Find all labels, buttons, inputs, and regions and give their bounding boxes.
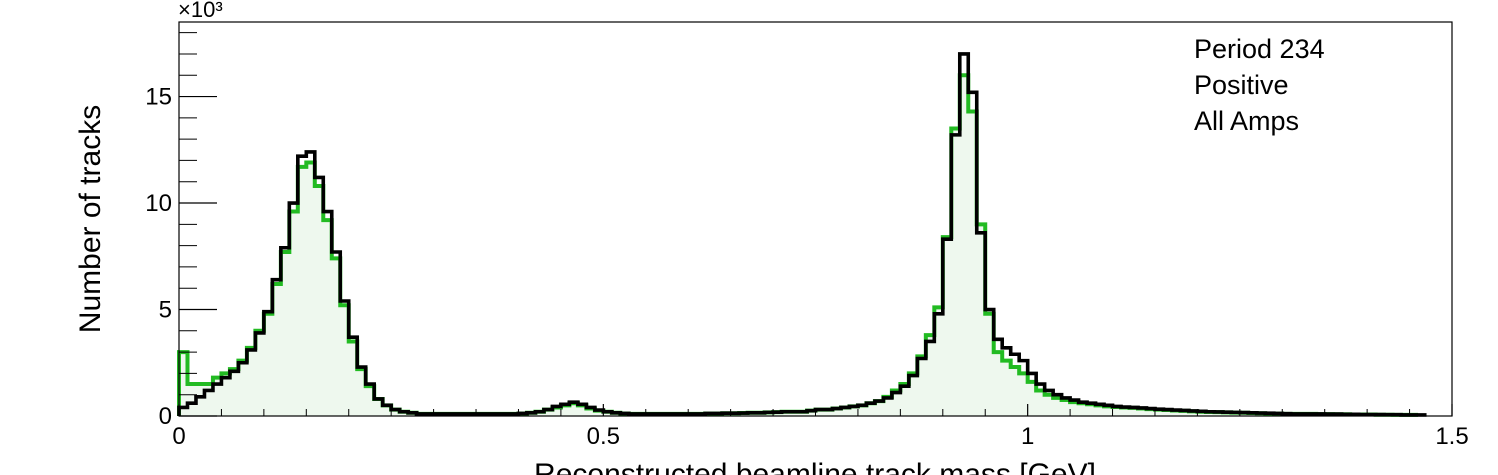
series-1-fill: [179, 75, 1419, 417]
y-multiplier-label: ×10³: [178, 0, 223, 22]
y-tick-label-3: 15: [145, 84, 172, 111]
y-tick-label-0: 0: [159, 403, 172, 430]
x-axis-title: Reconstructed beamline track mass [GeV]: [534, 458, 1096, 475]
y-tick-label-2: 10: [145, 190, 172, 217]
ticks-layer: 0 0.5 1 1.5 0 5 10 15: [145, 32, 1469, 450]
annotation-line-3: All Amps: [1194, 106, 1299, 136]
x-tick-label-2: 1: [1021, 423, 1034, 450]
x-tick-label-0: 0: [172, 423, 185, 450]
annotation-line-2: Positive: [1194, 70, 1289, 100]
annotation-line-1: Period 234: [1194, 34, 1325, 64]
x-tick-label-3: 1.5: [1435, 423, 1468, 450]
y-axis-title: Number of tracks: [74, 105, 107, 333]
y-tick-label-1: 5: [159, 297, 172, 324]
x-tick-label-1: 0.5: [587, 423, 620, 450]
